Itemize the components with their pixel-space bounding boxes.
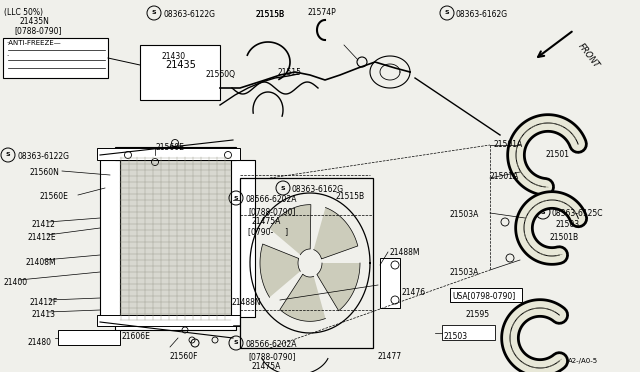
Text: 21560Q: 21560Q [205, 70, 235, 79]
Bar [442, 325, 495, 340]
Text: 21430: 21430 [162, 52, 186, 61]
Text: 21412E: 21412E [28, 233, 56, 242]
Bar [240, 178, 373, 348]
Bar [118, 155, 233, 322]
Text: 21412F: 21412F [30, 298, 58, 307]
Text: S: S [234, 340, 238, 346]
Bar [118, 155, 233, 322]
Bar [115, 317, 236, 330]
Text: 21501: 21501 [545, 150, 569, 159]
Bar [115, 147, 236, 160]
Text: 08363-6122G: 08363-6122G [163, 10, 215, 19]
Text: 21595: 21595 [465, 310, 489, 319]
Text: S: S [6, 153, 10, 157]
Text: 08363-6162G: 08363-6162G [456, 10, 508, 19]
Text: 21476: 21476 [402, 288, 426, 297]
Text: 21475A: 21475A [252, 217, 282, 226]
Text: 21574P: 21574P [307, 8, 336, 17]
Text: ·ANTI-FREEZE—: ·ANTI-FREEZE— [6, 40, 61, 46]
Polygon shape [260, 244, 300, 297]
Text: 21606E: 21606E [122, 332, 151, 341]
Text: 21560E: 21560E [40, 192, 69, 201]
Text: 08363-6122G: 08363-6122G [17, 152, 69, 161]
Text: 08566-6202A: 08566-6202A [245, 340, 296, 349]
Text: 21480: 21480 [28, 338, 52, 347]
Text: ·: · [6, 53, 8, 59]
Polygon shape [269, 205, 311, 255]
Bar [231, 160, 255, 317]
Text: A2-/A0-5: A2-/A0-5 [568, 358, 598, 364]
Text: 21501A: 21501A [490, 172, 519, 181]
Text: [0788-0790]: [0788-0790] [248, 207, 296, 216]
Text: S: S [281, 186, 285, 190]
Bar [97, 148, 240, 160]
Polygon shape [317, 263, 360, 311]
Text: 21413: 21413 [32, 310, 56, 319]
Bar [380, 258, 400, 308]
Text: [0788-0790]: [0788-0790] [14, 26, 61, 35]
Text: 08363-6125C: 08363-6125C [552, 209, 604, 218]
Text: S: S [445, 10, 449, 16]
Text: 21408M: 21408M [25, 258, 56, 267]
Text: 21412: 21412 [32, 220, 56, 229]
Text: 21475A: 21475A [252, 362, 282, 371]
Text: 21515B: 21515B [255, 10, 284, 19]
Bar [97, 315, 240, 326]
Bar [58, 330, 120, 345]
Text: FRONT: FRONT [576, 42, 601, 70]
Polygon shape [280, 274, 326, 321]
Text: 21435N: 21435N [20, 17, 50, 26]
Text: (LLC 50%): (LLC 50%) [4, 8, 43, 17]
Text: 21515: 21515 [278, 68, 302, 77]
Text: 21503A: 21503A [450, 210, 479, 219]
Text: [0790-     ]: [0790- ] [248, 227, 288, 236]
Text: 21501A: 21501A [494, 140, 524, 149]
Text: S: S [541, 209, 545, 215]
Text: 21515B: 21515B [255, 10, 284, 19]
Bar [100, 160, 120, 317]
Text: 21488N: 21488N [232, 298, 262, 307]
Text: 08363-6162G: 08363-6162G [292, 185, 344, 194]
Text: 21435: 21435 [165, 60, 196, 70]
Text: 08566-6202A: 08566-6202A [245, 195, 296, 204]
Bar [140, 45, 220, 100]
Text: 21400: 21400 [3, 278, 27, 287]
Text: 21488M: 21488M [390, 248, 420, 257]
Text: S: S [152, 10, 156, 16]
Text: 21560E: 21560E [155, 143, 184, 152]
Text: 21503: 21503 [555, 220, 579, 229]
Text: 21477: 21477 [378, 352, 402, 361]
Text: S: S [234, 196, 238, 201]
Text: USA[0798-0790]: USA[0798-0790] [452, 291, 515, 300]
Text: [0788-0790]: [0788-0790] [248, 352, 296, 361]
Text: 21560F: 21560F [170, 352, 198, 361]
Polygon shape [314, 208, 358, 259]
Bar [450, 288, 522, 302]
Text: 21503: 21503 [443, 332, 467, 341]
Text: 21503A: 21503A [450, 268, 479, 277]
Text: 21560N: 21560N [30, 168, 60, 177]
Bar [3, 38, 108, 78]
Text: 21501B: 21501B [550, 233, 579, 242]
Text: 21515B: 21515B [335, 192, 364, 201]
